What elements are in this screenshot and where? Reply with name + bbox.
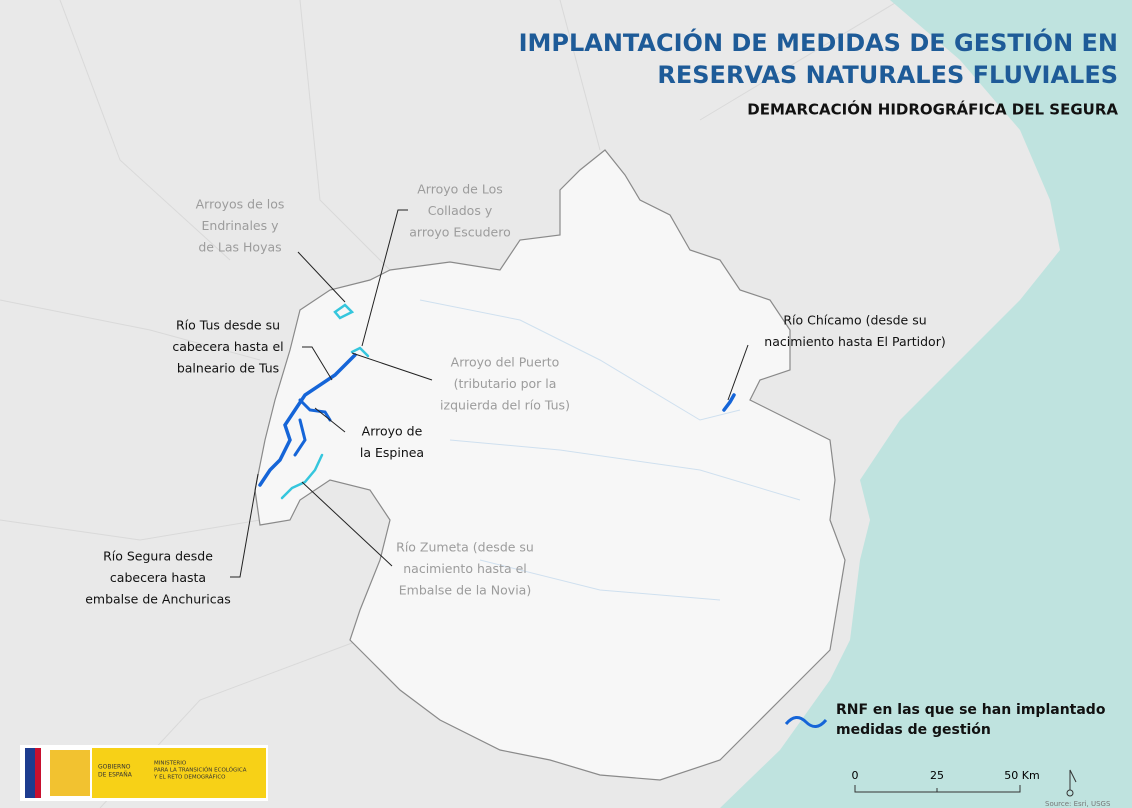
source: Source: Esri, USGS: [1045, 800, 1111, 808]
map-label: Río Chícamo (desde su: [783, 313, 926, 328]
map-label: Río Zumeta (desde su: [396, 540, 534, 555]
logo-shield: [50, 750, 90, 796]
rnf-rivers: [258, 303, 736, 500]
legend-text: RNF en las que se han implantado: [836, 702, 1106, 718]
leader-lines: [230, 209, 749, 578]
rivers-background: [419, 299, 801, 601]
logo-box: [92, 748, 148, 798]
map-label: Arroyo de: [362, 424, 423, 439]
legend-text: medidas de gestión: [836, 722, 991, 738]
map-label: Arroyo del Puerto: [451, 355, 560, 370]
logo-text: DE ESPAÑA: [98, 772, 133, 779]
scale-label: 50 Km: [1004, 769, 1039, 782]
map-label: nacimiento hasta el: [403, 561, 527, 576]
map-label: de Las Hoyas: [198, 240, 281, 255]
map-label: izquierda del río Tus): [440, 398, 570, 413]
logo-text: GOBIERNO: [98, 764, 131, 771]
map-label: balneario de Tus: [177, 361, 279, 376]
boundaries: [0, 0, 901, 808]
map-label: Río Segura desde: [103, 549, 213, 564]
map-label: cabecera hasta: [110, 570, 206, 585]
map-label: Arroyos de los: [196, 197, 285, 212]
logo-text: PARA LA TRANSICIÓN ECOLÓGICA: [154, 767, 247, 774]
map-label: Endrinales y: [202, 218, 280, 233]
river-endrinales: [333, 303, 355, 320]
scale-label: 25: [930, 769, 944, 782]
river-zumeta: [280, 453, 324, 500]
title-line1: IMPLANTACIÓN DE MEDIDAS DE GESTIÓN EN: [519, 27, 1118, 57]
legend-symbol: [784, 716, 828, 728]
logo-text: MINISTERIO: [154, 761, 187, 767]
map-label: (tributario por la: [454, 376, 557, 391]
logo-flag: [35, 748, 41, 798]
subtitle: DEMARCACIÓN HIDROGRÁFICA DEL SEGURA: [747, 100, 1118, 119]
north-arrow: [1066, 789, 1074, 797]
river-espinea: [298, 398, 332, 422]
map-label: Río Tus desde su: [176, 318, 280, 333]
river-segura-tus: [258, 353, 357, 487]
map-label: Arroyo de Los: [417, 182, 503, 197]
logo: GOBIERNO DE ESPAÑA MINISTERIO PARA LA TR…: [20, 745, 268, 801]
scale-label: 0: [852, 769, 859, 782]
map-label: cabecera hasta el: [172, 339, 283, 354]
map-label: Collados y: [428, 203, 493, 218]
sea: [720, 0, 1132, 808]
river-collados: [350, 346, 370, 358]
map-label: embalse de Anchuricas: [85, 592, 231, 607]
river-branch: [293, 418, 307, 457]
map-label: nacimiento hasta El Partidor): [764, 334, 945, 349]
map-label: la Espinea: [360, 445, 424, 460]
scale-bar: [854, 785, 1021, 793]
logo-text: Y EL RETO DEMOGRÁFICO: [153, 774, 226, 781]
river-chicamo: [722, 393, 736, 412]
map-label: Embalse de la Novia): [399, 583, 531, 598]
logo-flag: [25, 748, 35, 798]
north-arrow: [1069, 769, 1077, 790]
logo-box: [148, 748, 266, 798]
map-label: arroyo Escudero: [409, 225, 510, 240]
title-line2: RESERVAS NATURALES FLUVIALES: [657, 61, 1118, 89]
demarcation-area: [254, 149, 846, 781]
